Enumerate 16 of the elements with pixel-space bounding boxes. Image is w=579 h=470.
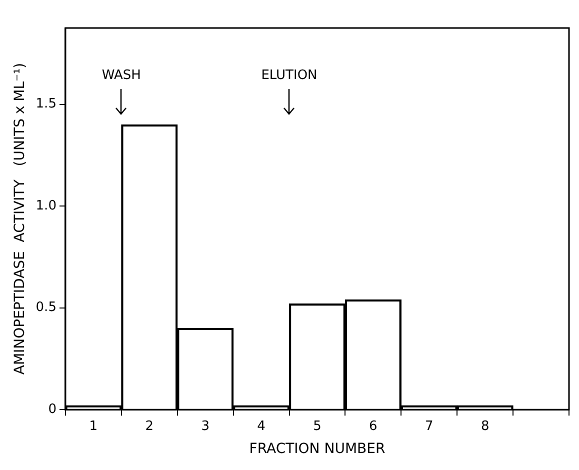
x-axis-title: FRACTION NUMBER [249, 441, 386, 458]
y-tick-label: 0 [48, 402, 56, 417]
x-tick-label: 5 [313, 418, 322, 434]
annotation: ELUTION [260, 68, 318, 83]
x-tick-label: 3 [201, 418, 210, 434]
x-tick-label: 7 [424, 418, 434, 434]
y-tick-label: 0.5 [36, 300, 56, 316]
y-tick-label: 1.0 [36, 198, 56, 214]
x-tick-label: 6 [369, 418, 378, 434]
x-tick-label: 4 [257, 418, 266, 434]
annotation: WASH [100, 68, 142, 83]
y-axis-title: AMINOPEPTIDASE ACTIVITY (UNITS x ML⁻¹) [12, 62, 28, 375]
x-tick-label: 1 [89, 418, 98, 434]
x-tick-label: 8 [480, 418, 490, 434]
x-tick-label: 2 [145, 418, 154, 434]
y-tick-label: 1.5 [36, 96, 56, 112]
